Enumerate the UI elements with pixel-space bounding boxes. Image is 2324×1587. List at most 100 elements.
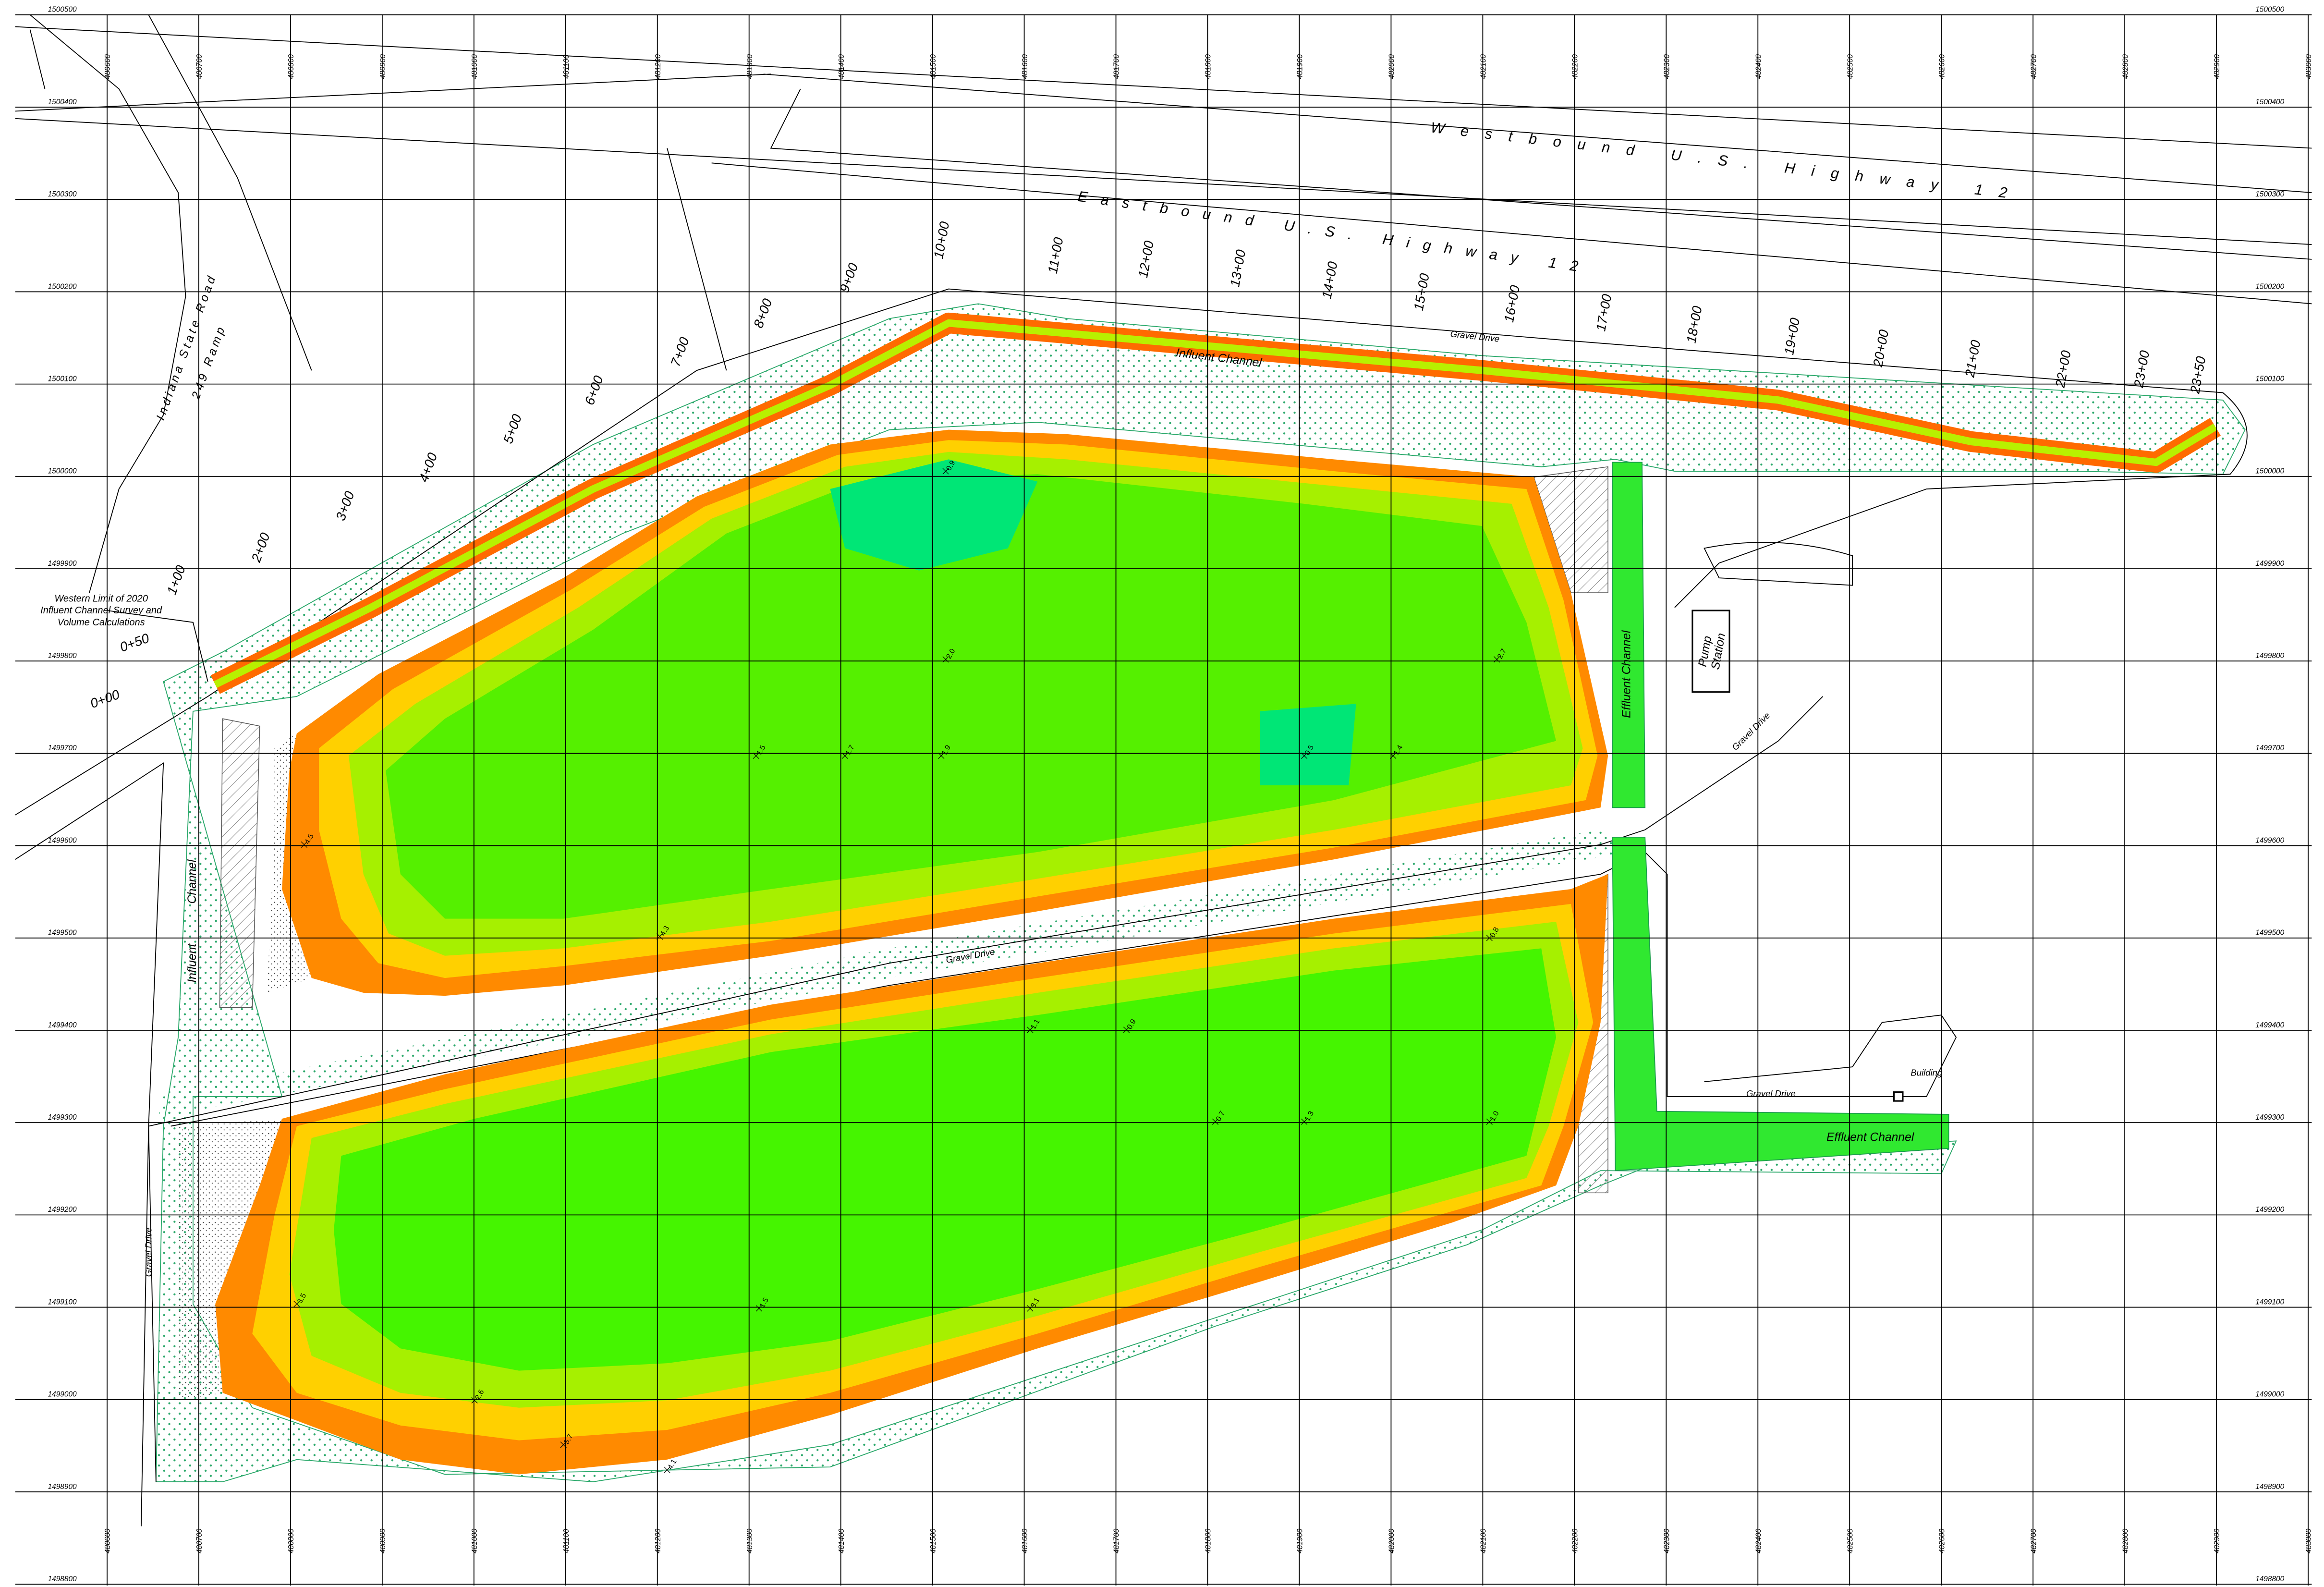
easting-label: 481000 xyxy=(471,1528,479,1553)
grid: 480600 480600 480700 480700 480800 480800 4809… xyxy=(15,6,2313,1586)
station-label: 7+00 xyxy=(668,335,692,368)
easting-label: 482800 xyxy=(2121,54,2129,79)
northing-label: 1498900 xyxy=(48,1483,77,1491)
building xyxy=(1893,1091,1904,1102)
pond-deep xyxy=(830,459,1356,786)
spot-mark xyxy=(1123,1026,1130,1033)
spot-mark xyxy=(1301,752,1308,759)
easting-label: 481900 xyxy=(1296,1528,1304,1553)
station-label: 10+00 xyxy=(931,220,952,260)
northing-label: 1500200 xyxy=(2255,282,2284,291)
gravel-drive-label: Gravel Drive xyxy=(144,1227,154,1277)
spot-mark xyxy=(301,841,307,848)
easting-label: 482300 xyxy=(1663,1528,1671,1553)
spot-mark xyxy=(1301,1118,1308,1125)
northing-label: 1499200 xyxy=(48,1206,77,1214)
note: Influent Channel Survey and xyxy=(40,605,162,616)
easting-label: 482400 xyxy=(1754,54,1763,79)
spot-mark xyxy=(471,1397,478,1404)
spot-mark xyxy=(1027,1026,1034,1033)
easting-label: 481300 xyxy=(746,1528,754,1553)
northing-label: 1500400 xyxy=(2255,98,2284,106)
northing-label: 1499800 xyxy=(2255,652,2284,660)
station-label: 1+00 xyxy=(164,563,188,597)
easting-label: 481400 xyxy=(838,1528,846,1553)
note: Volume Calculations xyxy=(58,617,145,628)
easting-label: 480800 xyxy=(287,1528,295,1553)
easting-label: 481700 xyxy=(1113,1528,1121,1553)
easting-label: 482300 xyxy=(1663,54,1671,79)
station-label: 21+00 xyxy=(1962,339,1983,379)
station-label: 23+50 xyxy=(2187,355,2208,395)
road xyxy=(141,696,1824,1526)
easting-label: 480600 xyxy=(104,1528,112,1553)
northing-label: 1498800 xyxy=(48,1575,77,1583)
spot-mark xyxy=(1390,752,1397,759)
easting-label: 482200 xyxy=(1571,1528,1580,1553)
spot-mark xyxy=(753,752,759,759)
spot-mark xyxy=(755,1305,762,1312)
ramp xyxy=(29,14,312,593)
easting-label: 482100 xyxy=(1480,1528,1488,1553)
northing-label: 1499200 xyxy=(2255,1206,2284,1214)
easting-label: 482100 xyxy=(1480,54,1488,79)
northing-label: 1499800 xyxy=(48,652,77,660)
easting-label: 481200 xyxy=(654,1528,662,1553)
spot-mark xyxy=(1212,1118,1219,1125)
station-label: 14+00 xyxy=(1319,260,1340,300)
spot-mark xyxy=(1486,935,1493,941)
spot-mark xyxy=(560,1441,567,1448)
easting-label: 482900 xyxy=(2213,1528,2221,1553)
northing-label: 1499600 xyxy=(2255,836,2284,844)
spot-mark xyxy=(841,752,848,759)
northing-label: 1499400 xyxy=(2255,1021,2284,1029)
influent-west-1: Influent xyxy=(186,943,199,983)
station-label: 8+00 xyxy=(751,296,775,330)
easting-label: 480900 xyxy=(379,1528,387,1553)
hatched xyxy=(219,718,260,1008)
northing-label: 1499900 xyxy=(48,560,77,568)
easting-label: 481900 xyxy=(1296,54,1304,79)
station-label: 0+00 xyxy=(88,687,122,711)
northing-label: 1499000 xyxy=(48,1391,77,1399)
easting-label: 480700 xyxy=(195,1528,204,1553)
northing-label: 1500300 xyxy=(48,190,77,198)
northing-label: 1499100 xyxy=(2255,1298,2284,1306)
northing-label: 1500100 xyxy=(48,375,77,383)
easting-label: 482200 xyxy=(1571,54,1580,79)
easting-label: 482000 xyxy=(1388,54,1396,79)
northing-label: 1500500 xyxy=(2255,6,2284,14)
easting-label: 482900 xyxy=(2213,54,2221,79)
spot-mark xyxy=(942,656,949,663)
northing-label: 1500500 xyxy=(48,6,77,14)
northing-label: 1499900 xyxy=(2255,560,2284,568)
easting-label: 481200 xyxy=(654,54,662,79)
northing-label: 1498800 xyxy=(2255,1575,2284,1583)
easting-label: 483000 xyxy=(2305,1528,2313,1553)
island xyxy=(1703,542,1853,586)
easting-label: 482000 xyxy=(1388,1528,1396,1553)
gravel-drive-label: Gravel Drive xyxy=(1746,1088,1796,1099)
northing-label: 1498900 xyxy=(2255,1483,2284,1491)
effluent-channel xyxy=(1612,462,1949,1172)
easting-label: 481800 xyxy=(1205,54,1213,79)
easting-label: 481100 xyxy=(562,1529,571,1553)
gravel-drive-label: Gravel Drive xyxy=(1450,329,1500,344)
pump-station xyxy=(1691,610,1730,693)
station-label: 2+00 xyxy=(248,530,273,564)
easting-label: 482500 xyxy=(1846,1528,1854,1553)
easting-label: 481100 xyxy=(562,54,571,79)
leader xyxy=(107,610,208,682)
station-label: 5+00 xyxy=(500,412,525,446)
easting-label: 482700 xyxy=(2030,54,2038,79)
northing-label: 1499300 xyxy=(2255,1113,2284,1122)
easting-label: 482500 xyxy=(1846,54,1854,79)
pond-band xyxy=(334,948,1557,1371)
easting-label: 481800 xyxy=(1205,1528,1213,1553)
northing-label: 1499300 xyxy=(48,1113,77,1122)
station-label: 22+00 xyxy=(2052,349,2073,390)
easting-label: 480700 xyxy=(195,54,204,79)
easting-label: 480900 xyxy=(379,54,387,79)
spot-mark xyxy=(657,933,663,940)
